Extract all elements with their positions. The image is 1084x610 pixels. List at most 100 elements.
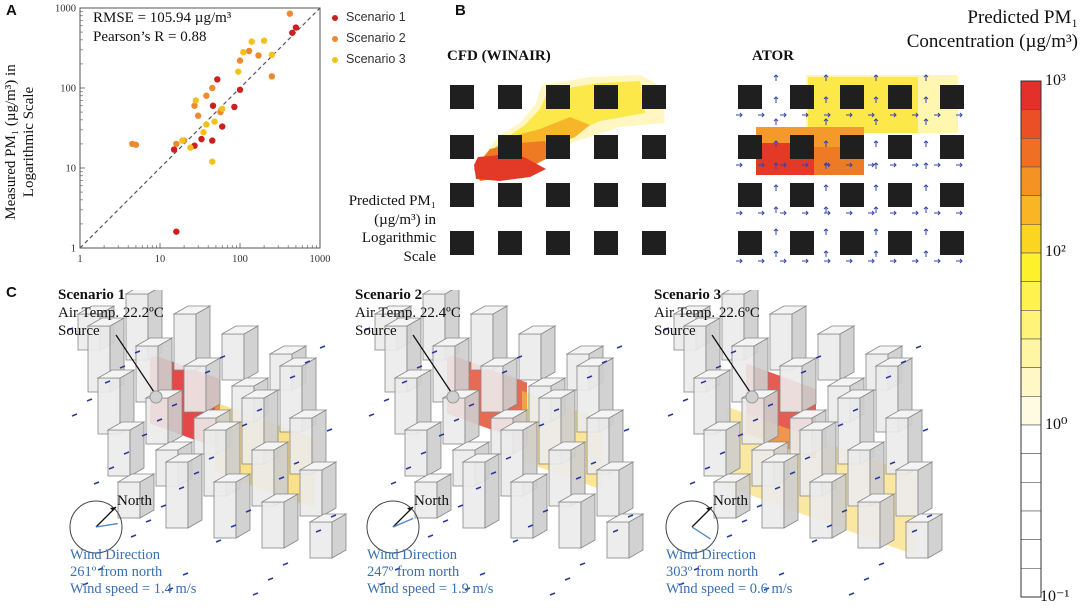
flow-arrow [479,572,486,576]
flow-arrow [431,350,438,354]
building-side [532,473,548,539]
building-front [606,521,630,559]
flow-arrow [815,355,822,359]
flow-arrow [780,258,787,264]
building-top [212,473,252,483]
building-block [888,183,912,207]
wind-from-value: 303º from north [666,564,759,580]
scenario-title: Scenario 1 [58,287,126,303]
flow-arrow [873,96,879,103]
building-front [905,521,929,559]
flow-arrow [368,413,375,417]
flow-arrow [516,355,523,359]
building-side [464,389,480,445]
building-top [230,377,270,387]
flow-arrow [823,162,829,169]
colorbar-tick-1e2: 10² [1045,243,1066,260]
air-temp-label: Air Temp. 22.4ºC [355,305,461,321]
flow-arrow [420,451,427,455]
flow-arrow [885,375,892,379]
flow-arrow [758,162,765,168]
building-top [808,473,848,483]
flow-arrow [802,210,809,216]
flow-arrow [256,408,263,412]
flow-arrow [527,524,534,528]
north-label: North [713,493,748,509]
building-top [220,325,260,335]
flow-arrow [823,118,829,125]
source-pointer-line [115,334,157,396]
building-top [250,441,290,451]
flow-arrow [130,534,137,538]
colorbar-cell [1020,281,1042,311]
scenario-title: Scenario 3 [654,287,722,303]
flow-arrow [438,433,445,437]
building-top [499,421,539,431]
building-top [527,377,567,387]
building-side [831,473,847,539]
y-label-line: Measured PM₁ (µg/m³) in [3,64,19,220]
building-top [278,357,318,367]
flow-arrow [773,206,779,213]
compass-circle [69,500,123,554]
building-front [221,333,245,381]
flow-arrow [890,210,897,216]
flow-arrow [868,112,875,118]
flow-arrow [538,423,545,427]
flow-arrow [873,74,879,81]
building-top [585,409,625,419]
building-block [840,135,864,159]
colorbar-title-line: Concentration (µg/m³) [906,31,1078,52]
legend-marker [332,57,338,63]
building-front [462,461,486,529]
flow-arrow [890,162,897,168]
flow-arrow [915,345,922,349]
building-front [213,481,237,539]
flow-arrow [182,572,189,576]
scatter-point-scenario-3 [235,68,242,75]
flow-arrow [457,504,464,508]
north-label: North [117,493,152,509]
building-top [96,369,136,379]
flow-arrow [823,74,829,81]
flow-arrow [663,327,670,331]
building-front [857,501,881,549]
building-top [268,345,308,355]
building-top [469,305,509,315]
flow-arrow [846,258,853,264]
building-front [480,365,504,413]
building-top [856,493,896,503]
building-top [461,453,501,463]
colorbar-cell [1020,138,1042,168]
scatter-point-scenario-3 [209,158,216,165]
building-top [134,337,174,347]
flow-arrow [726,534,733,538]
flow-arrow [912,258,919,264]
north-arrowhead [407,507,413,511]
air-temp-label: Air Temp. 22.2ºC [58,305,164,321]
building-top [702,421,742,431]
flow-arrow [868,258,875,264]
building-side [783,453,799,529]
flow-arrow [736,162,743,168]
flow-arrow [241,423,248,427]
flow-arrow [171,403,178,407]
flow-arrow [464,587,471,591]
building-top [750,441,790,451]
building-top [884,409,924,419]
building-top [76,305,116,315]
building-front [558,501,582,549]
flow-arrow [278,476,285,480]
building-front [596,469,620,517]
wind-direction-label: Wind Direction [367,547,458,563]
building-top [116,473,156,483]
flow-arrow [873,250,879,257]
flow-arrow [752,418,759,422]
flow-arrow [800,370,807,374]
flow-arrow [912,162,919,168]
flow-arrow [773,228,779,235]
building-block [498,85,522,109]
flow-arrow [601,360,608,364]
building-top [431,337,471,347]
flow-arrow [104,380,111,384]
